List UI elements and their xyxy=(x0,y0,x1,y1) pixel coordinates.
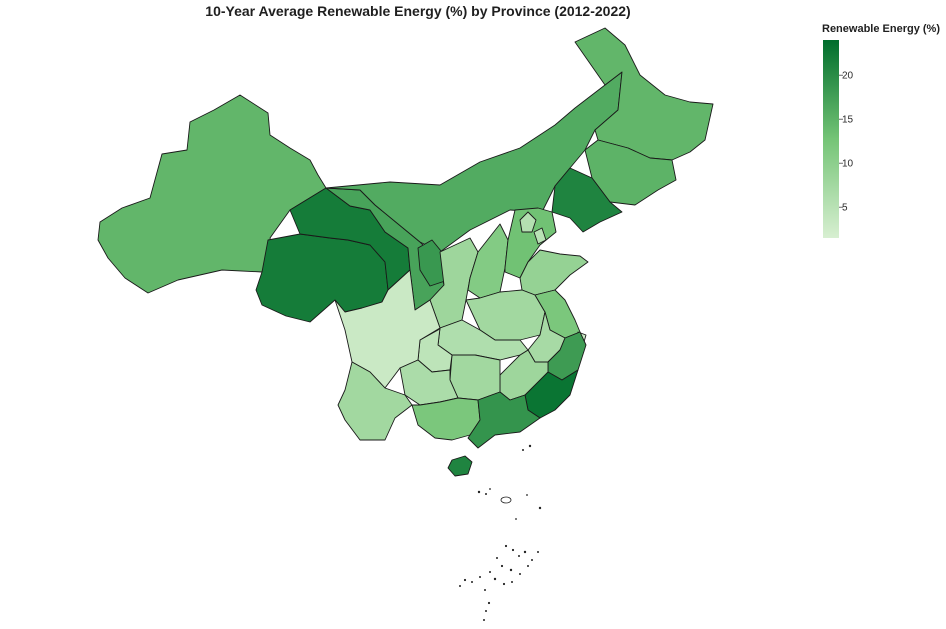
color-scale-legend: 5 10 15 20 xyxy=(823,40,854,238)
province-hebei[interactable]: Hebei: 13 xyxy=(504,207,557,279)
map-title: 10-Year Average Renewable Energy (%) by … xyxy=(205,3,631,19)
legend-tick-label: 15 xyxy=(842,115,854,126)
province-heilongjiang[interactable]: Heilongjiang: 14.5 xyxy=(574,27,714,161)
province-guizhou[interactable]: Guizhou: 6.5 xyxy=(399,359,459,406)
province-tianjin[interactable]: Tianjin: 5 xyxy=(533,227,547,245)
province-guangdong[interactable]: Guangdong: 19 xyxy=(467,391,541,449)
legend-tick-label: 5 xyxy=(842,203,848,214)
province-liaoning[interactable]: Liaoning: 21 xyxy=(551,167,623,233)
province-yunnan[interactable]: Yunnan: 7.5 xyxy=(337,361,413,441)
legend-title: Renewable Energy (%) xyxy=(822,23,940,35)
color-scale-bar xyxy=(823,40,839,238)
province-beijing[interactable]: Beijing: 5.5 xyxy=(519,211,537,233)
province-layer: Xinjiang: 14.5Tibet: 22Qinghai: 22Gansu:… xyxy=(97,27,714,477)
province-shaanxi[interactable]: Shaanxi: 8 xyxy=(429,237,479,329)
province-guangxi[interactable]: Guangxi: 12 xyxy=(411,397,481,441)
province-hainan[interactable]: Hainan: 21 xyxy=(447,455,473,477)
china-province-map[interactable]: Xinjiang: 14.5Tibet: 22Qinghai: 22Gansu:… xyxy=(0,0,820,629)
province-hunan[interactable]: Hunan: 7.5 xyxy=(449,354,501,401)
south-china-sea-islands xyxy=(459,444,542,621)
legend-tick-label: 20 xyxy=(842,71,854,82)
province-jilin[interactable]: Jilin: 15 xyxy=(584,139,677,206)
legend-tick-label: 10 xyxy=(842,159,854,170)
